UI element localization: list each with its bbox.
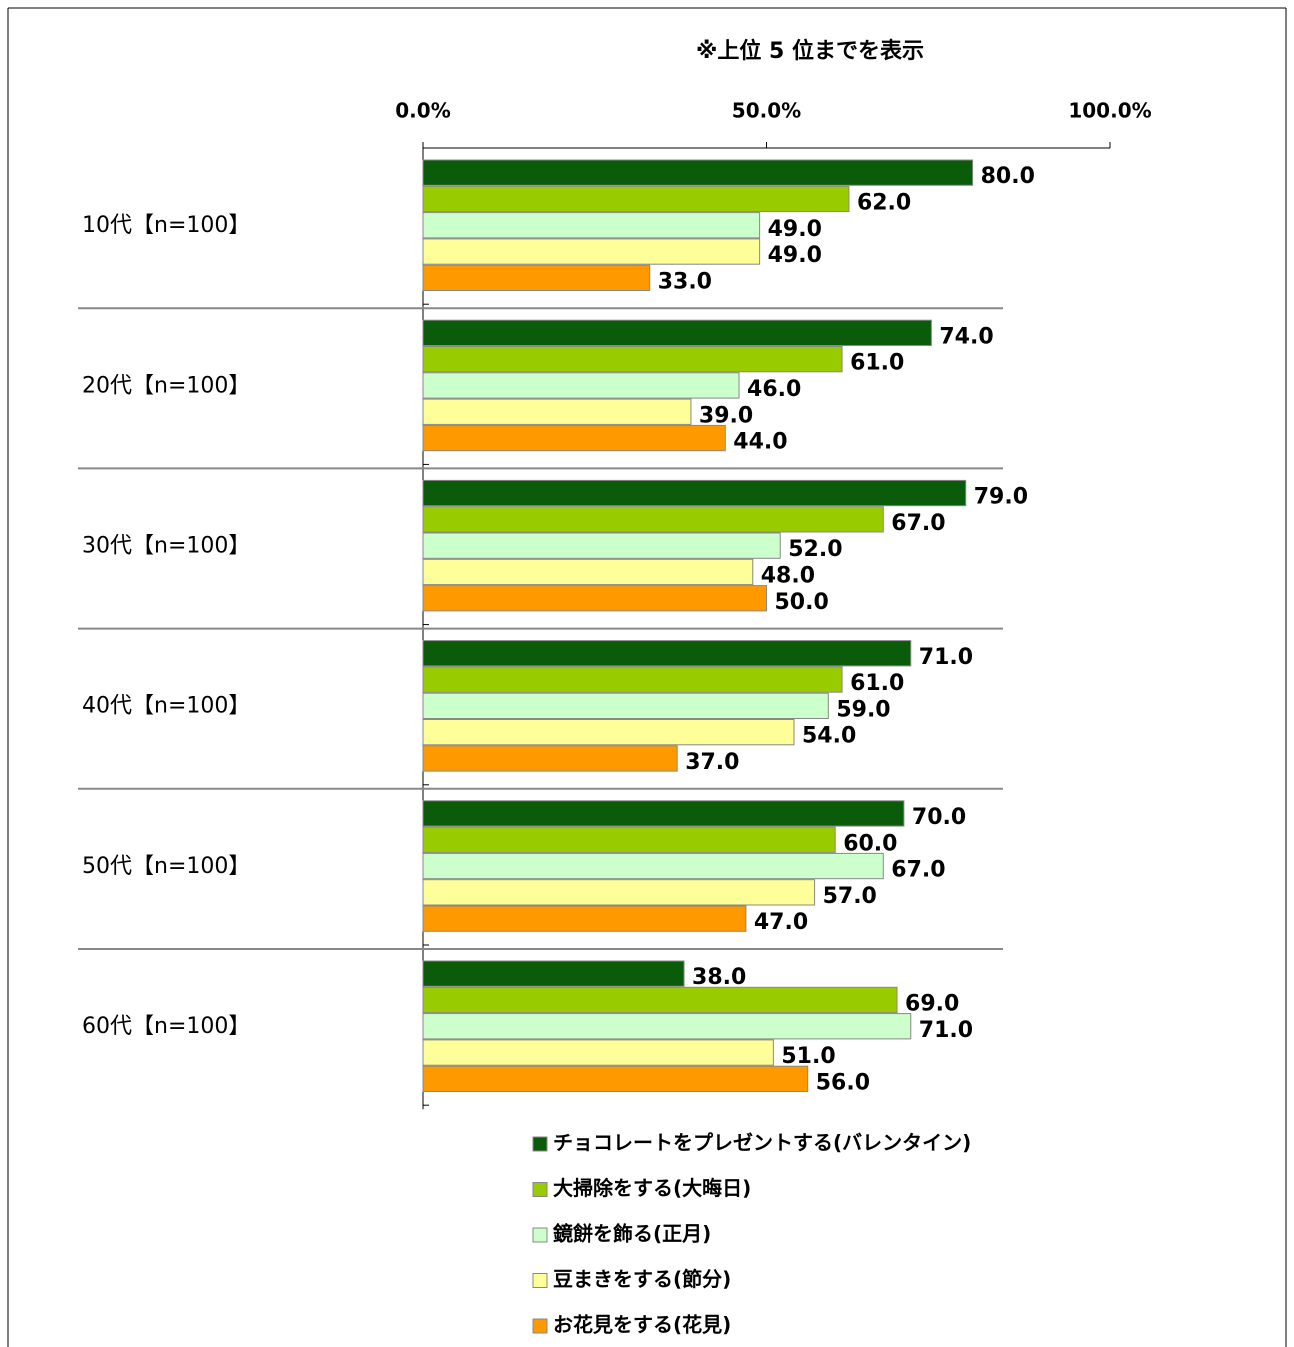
value-label: 38.0: [692, 965, 746, 990]
x-tick-label: 0.0%: [395, 99, 450, 123]
bar: [422, 879, 816, 906]
bar: [422, 960, 685, 987]
bar: [422, 479, 967, 507]
legend-label: チョコレートをプレゼントする(バレンタイン): [553, 1131, 971, 1155]
bar: [422, 1039, 774, 1066]
value-label: 67.0: [891, 858, 945, 883]
value-label: 33.0: [658, 269, 712, 294]
bar: [422, 585, 767, 612]
category-label: 30代【n=100】: [82, 534, 250, 559]
value-label: 50.0: [775, 590, 829, 615]
value-label: 71.0: [919, 1018, 973, 1043]
value-label: 48.0: [761, 563, 815, 588]
bar: [422, 852, 884, 880]
value-label: 54.0: [802, 724, 856, 749]
value-label: 61.0: [850, 351, 904, 376]
value-label: 61.0: [850, 671, 904, 696]
bar: [422, 800, 905, 827]
value-label: 71.0: [919, 645, 973, 670]
chart-title: ※上位 5 位までを表示: [696, 38, 924, 64]
value-label: 80.0: [981, 164, 1035, 189]
bar: [422, 1013, 912, 1040]
value-label: 39.0: [699, 403, 753, 428]
bar: [422, 826, 836, 853]
bar: [422, 640, 912, 667]
bar: [422, 905, 747, 932]
legend-swatch: [532, 1318, 548, 1334]
category-label: 50代【n=100】: [82, 854, 250, 879]
bar: [422, 424, 726, 452]
legend-swatch: [532, 1273, 548, 1288]
x-tick-label: 50.0%: [732, 99, 801, 123]
value-label: 56.0: [816, 1070, 870, 1095]
bar: [422, 692, 829, 720]
value-label: 49.0: [768, 217, 822, 242]
legend-swatch: [532, 1136, 548, 1152]
value-label: 51.0: [781, 1044, 835, 1069]
legend-swatch: [532, 1227, 548, 1243]
category-label: 20代【n=100】: [82, 373, 250, 398]
bar: [422, 719, 795, 746]
bar: [422, 986, 898, 1014]
value-label: 59.0: [836, 697, 890, 722]
bar: [422, 745, 678, 772]
value-label: 44.0: [733, 430, 787, 455]
bar: [422, 372, 740, 399]
bar: [422, 159, 974, 186]
value-label: 60.0: [843, 831, 897, 856]
bar: [422, 346, 843, 373]
bar: [422, 238, 761, 265]
category-label: 40代【n=100】: [82, 694, 250, 719]
category-label: 10代【n=100】: [82, 213, 250, 238]
x-tick-label: 100.0%: [1068, 99, 1151, 123]
legend-label: 鏡餅を飾る(正月): [553, 1222, 711, 1246]
value-label: 70.0: [912, 805, 966, 830]
bar: [422, 666, 843, 693]
value-label: 52.0: [788, 537, 842, 562]
value-label: 67.0: [891, 511, 945, 536]
value-label: 46.0: [747, 377, 801, 402]
bar: [422, 319, 932, 347]
legend-label: お花見をする(花見): [553, 1313, 731, 1337]
legend-swatch: [532, 1182, 548, 1197]
value-label: 62.0: [857, 190, 911, 215]
bar: [422, 212, 761, 239]
value-label: 74.0: [939, 324, 993, 349]
legend-label: 豆まきをする(節分): [553, 1267, 731, 1291]
bar: [422, 558, 754, 586]
bar: [422, 506, 884, 533]
value-label: 79.0: [974, 485, 1028, 510]
bar: [422, 1065, 809, 1092]
bar: [422, 532, 781, 559]
legend-label: 大掃除をする(大晦日): [553, 1176, 751, 1200]
value-label: 49.0: [768, 243, 822, 268]
value-label: 37.0: [685, 750, 739, 775]
value-label: 69.0: [905, 991, 959, 1016]
value-label: 47.0: [754, 910, 808, 935]
bar: [422, 264, 651, 292]
category-label: 60代【n=100】: [82, 1014, 250, 1039]
value-label: 57.0: [823, 884, 877, 909]
bar: [422, 185, 850, 213]
bar: [422, 398, 692, 425]
